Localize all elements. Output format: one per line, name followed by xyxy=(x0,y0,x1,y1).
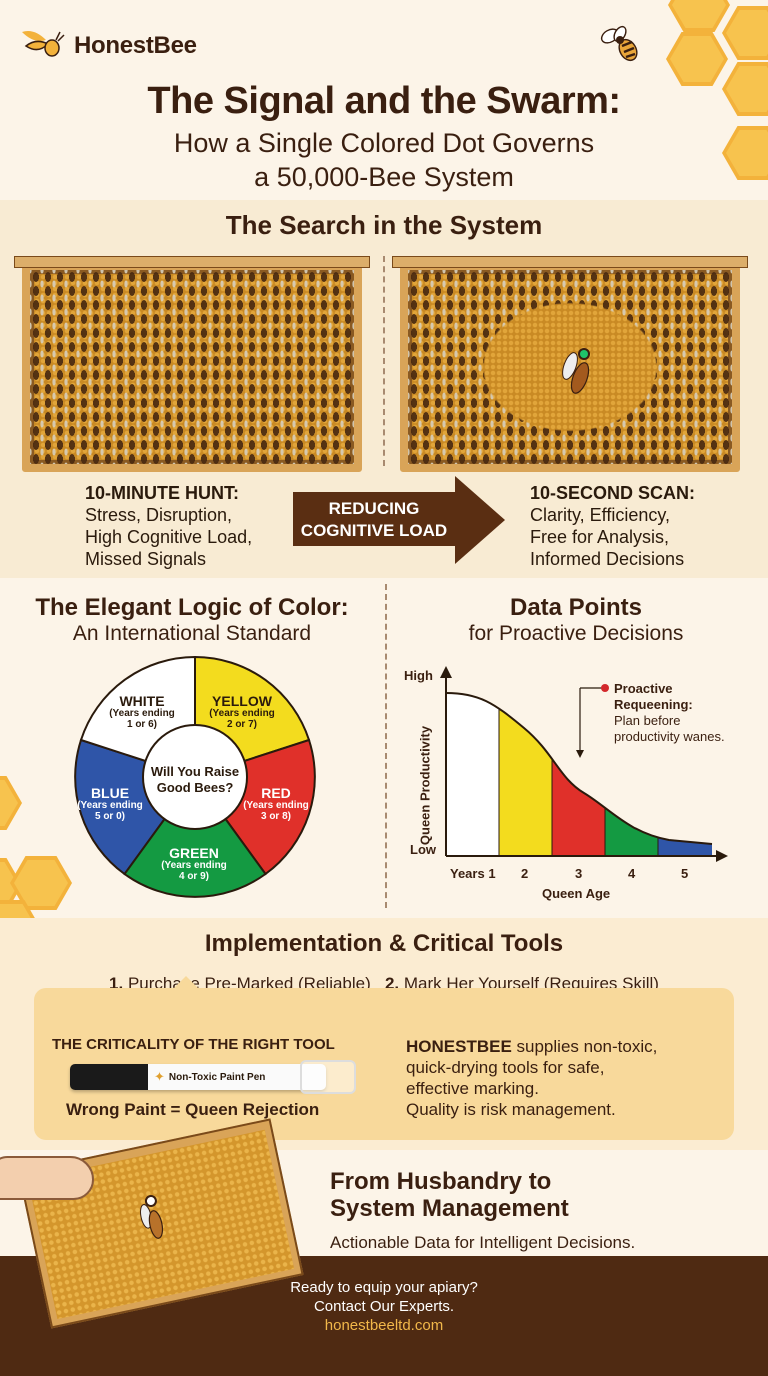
hand-held-frame-illustration xyxy=(18,1118,304,1329)
hunt-line: Missed Signals xyxy=(85,549,207,569)
scan-line: Informed Decisions xyxy=(530,549,685,569)
y-tick-low: Low xyxy=(410,842,436,857)
x-axis-label: Queen Age xyxy=(542,886,611,901)
color-logic-title: The Elegant Logic of Color: xyxy=(35,594,349,621)
arrow-label: COGNITIVE LOAD xyxy=(300,521,448,540)
y-tick-high: High xyxy=(404,668,433,683)
honeycomb-icon xyxy=(668,0,730,32)
segment-blue: BLUE (Years ending 5 or 0) xyxy=(77,785,143,822)
tool-heading: THE CRITICALITY OF THE RIGHT TOOL xyxy=(52,1036,335,1053)
x-tick: 2 xyxy=(521,866,529,881)
scan-description: 10-SECOND SCAN: Clarity, Efficiency, Fre… xyxy=(530,482,695,570)
hunt-heading: 10-MINUTE HUNT: xyxy=(85,483,240,503)
brand-name: HonestBee xyxy=(74,32,197,59)
color-logic-section: The Elegant Logic of Color: An Internati… xyxy=(0,578,768,954)
hive-frame-crowded xyxy=(22,262,362,472)
frame-top-bar xyxy=(14,256,370,268)
arrow-label: REDUCING xyxy=(328,499,420,518)
chart-subtitle: for Proactive Decisions xyxy=(468,622,684,645)
paint-pen-image: ✦ Non-Toxic Paint Pen xyxy=(70,1064,326,1090)
footer-cta: Ready to equip your apiary? Contact Our … xyxy=(0,1278,768,1335)
segment-green: GREEN (Years ending 4 or 9) xyxy=(161,845,227,882)
honeycomb-icon xyxy=(722,6,768,60)
section-title: Implementation & Critical Tools xyxy=(204,930,564,957)
annotation-dot-icon xyxy=(601,684,609,692)
color-logic-subtitle: An International Standard xyxy=(72,622,312,645)
bee-icon: ✦ xyxy=(154,1069,165,1084)
website-link[interactable]: honestbeeltd.com xyxy=(324,1317,444,1334)
hunt-description: 10-MINUTE HUNT: Stress, Disruption, High… xyxy=(85,482,252,570)
honestbee-description: HONESTBEE supplies non-toxic, quick-dryi… xyxy=(406,1037,658,1119)
x-tick: 5 xyxy=(681,866,689,881)
subtitle-line: a 50,000-Bee System xyxy=(254,162,514,192)
y-axis-arrow-icon xyxy=(440,666,452,678)
scan-line: Clarity, Efficiency, xyxy=(530,505,671,525)
scan-heading: 10-SECOND SCAN: xyxy=(530,483,696,503)
segment-red: RED (Years ending 3 or 8) xyxy=(243,785,309,822)
pen-label: Non-Toxic Paint Pen xyxy=(168,1071,266,1083)
tool-callout-card: THE CRITICALITY OF THE RIGHT TOOL ✦ Non-… xyxy=(34,976,734,1140)
hunt-line: High Cognitive Load, xyxy=(85,527,253,547)
reducing-load-arrow: REDUCING COGNITIVE LOAD xyxy=(293,492,455,546)
hand-illustration xyxy=(0,1156,94,1200)
y-axis-label: Queen Productivity xyxy=(417,725,433,846)
management-title: From Husbandry to System Management xyxy=(330,1168,569,1222)
frame-top-bar xyxy=(392,256,748,268)
color-wheel xyxy=(74,655,316,898)
subtitle-line: How a Single Colored Dot Governs xyxy=(173,128,595,158)
segment-white: WHITE (Years ending 1 or 6) xyxy=(109,693,175,730)
honeycomb-icon xyxy=(0,776,22,830)
marked-queen-icon xyxy=(562,348,590,394)
segment-yellow: YELLOW (Years ending 2 or 7) xyxy=(209,693,275,730)
x-tick: 4 xyxy=(628,866,636,881)
warning-text: Wrong Paint = Queen Rejection xyxy=(66,1100,320,1119)
productivity-chart xyxy=(440,666,728,862)
honeycomb-icon xyxy=(666,32,728,86)
wheel-center-text: Will You Raise Good Bees? xyxy=(150,764,240,795)
arrow-head-icon xyxy=(455,476,505,564)
divider xyxy=(385,584,387,908)
x-tick: 3 xyxy=(575,866,583,881)
x-axis-arrow-icon xyxy=(716,850,728,862)
bee-logo-icon xyxy=(22,31,65,57)
divider xyxy=(383,256,385,466)
brand-logo[interactable]: HonestBee xyxy=(20,26,197,66)
x-tick: Years 1 xyxy=(450,866,496,881)
scan-line: Free for Analysis, xyxy=(530,527,670,547)
page-subtitle: How a Single Colored Dot Governs a 50,00… xyxy=(0,126,768,194)
header-section: HonestBee The Signal and the Swarm: How … xyxy=(0,0,768,200)
hive-frame-queen-visible xyxy=(400,262,740,472)
bee-icon xyxy=(600,25,638,62)
page-title: The Signal and the Swarm: xyxy=(147,80,621,122)
chart-annotation: Proactive Requeening: Plan before produc… xyxy=(614,681,725,744)
chart-title: Data Points xyxy=(509,594,643,621)
search-system-section: The Search in the System 10-MINUTE HUNT:… xyxy=(0,200,768,578)
queen-marking-cage-image xyxy=(300,1060,356,1094)
marked-queen-icon xyxy=(140,1194,164,1239)
hunt-line: Stress, Disruption, xyxy=(85,505,233,525)
section-title: The Search in the System xyxy=(225,210,543,240)
